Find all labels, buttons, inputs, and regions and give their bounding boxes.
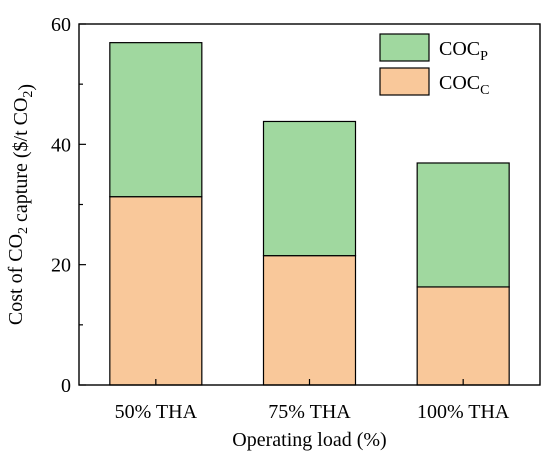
bar-coc-p-3 <box>416 162 510 288</box>
x-axis-title: Operating load (%) <box>232 429 386 451</box>
legend-swatch-c <box>379 67 430 96</box>
axes-layer: 50% THA 75% THA 100% THA 0 20 40 60 <box>51 14 541 423</box>
legend-label-c: COCC <box>439 72 489 98</box>
y-tick-label: 20 <box>51 255 71 277</box>
bar-coc-c-3 <box>416 286 510 386</box>
x-tick-label: 100% THA <box>417 401 510 423</box>
legend: COCP COCC <box>379 33 489 98</box>
bar-coc-p-1 <box>109 42 203 198</box>
bar-coc-c-1 <box>109 196 203 386</box>
legend-swatch-p <box>379 33 430 62</box>
bar-coc-p-2 <box>262 120 357 257</box>
y-tick-label: 40 <box>51 134 71 156</box>
bars-layer <box>109 42 510 386</box>
bar-coc-c-2 <box>262 255 357 386</box>
x-tick-label: 75% THA <box>268 401 351 423</box>
y-tick-label: 0 <box>61 375 71 397</box>
legend-label-p: COCP <box>439 38 488 64</box>
x-tick-label: 50% THA <box>115 401 198 423</box>
y-tick-label: 60 <box>51 14 71 36</box>
y-axis-title: Cost of CO2 capture ($/t CO2) <box>5 84 37 325</box>
axis-labels: Operating load (%) Cost of CO2 capture (… <box>5 84 387 451</box>
